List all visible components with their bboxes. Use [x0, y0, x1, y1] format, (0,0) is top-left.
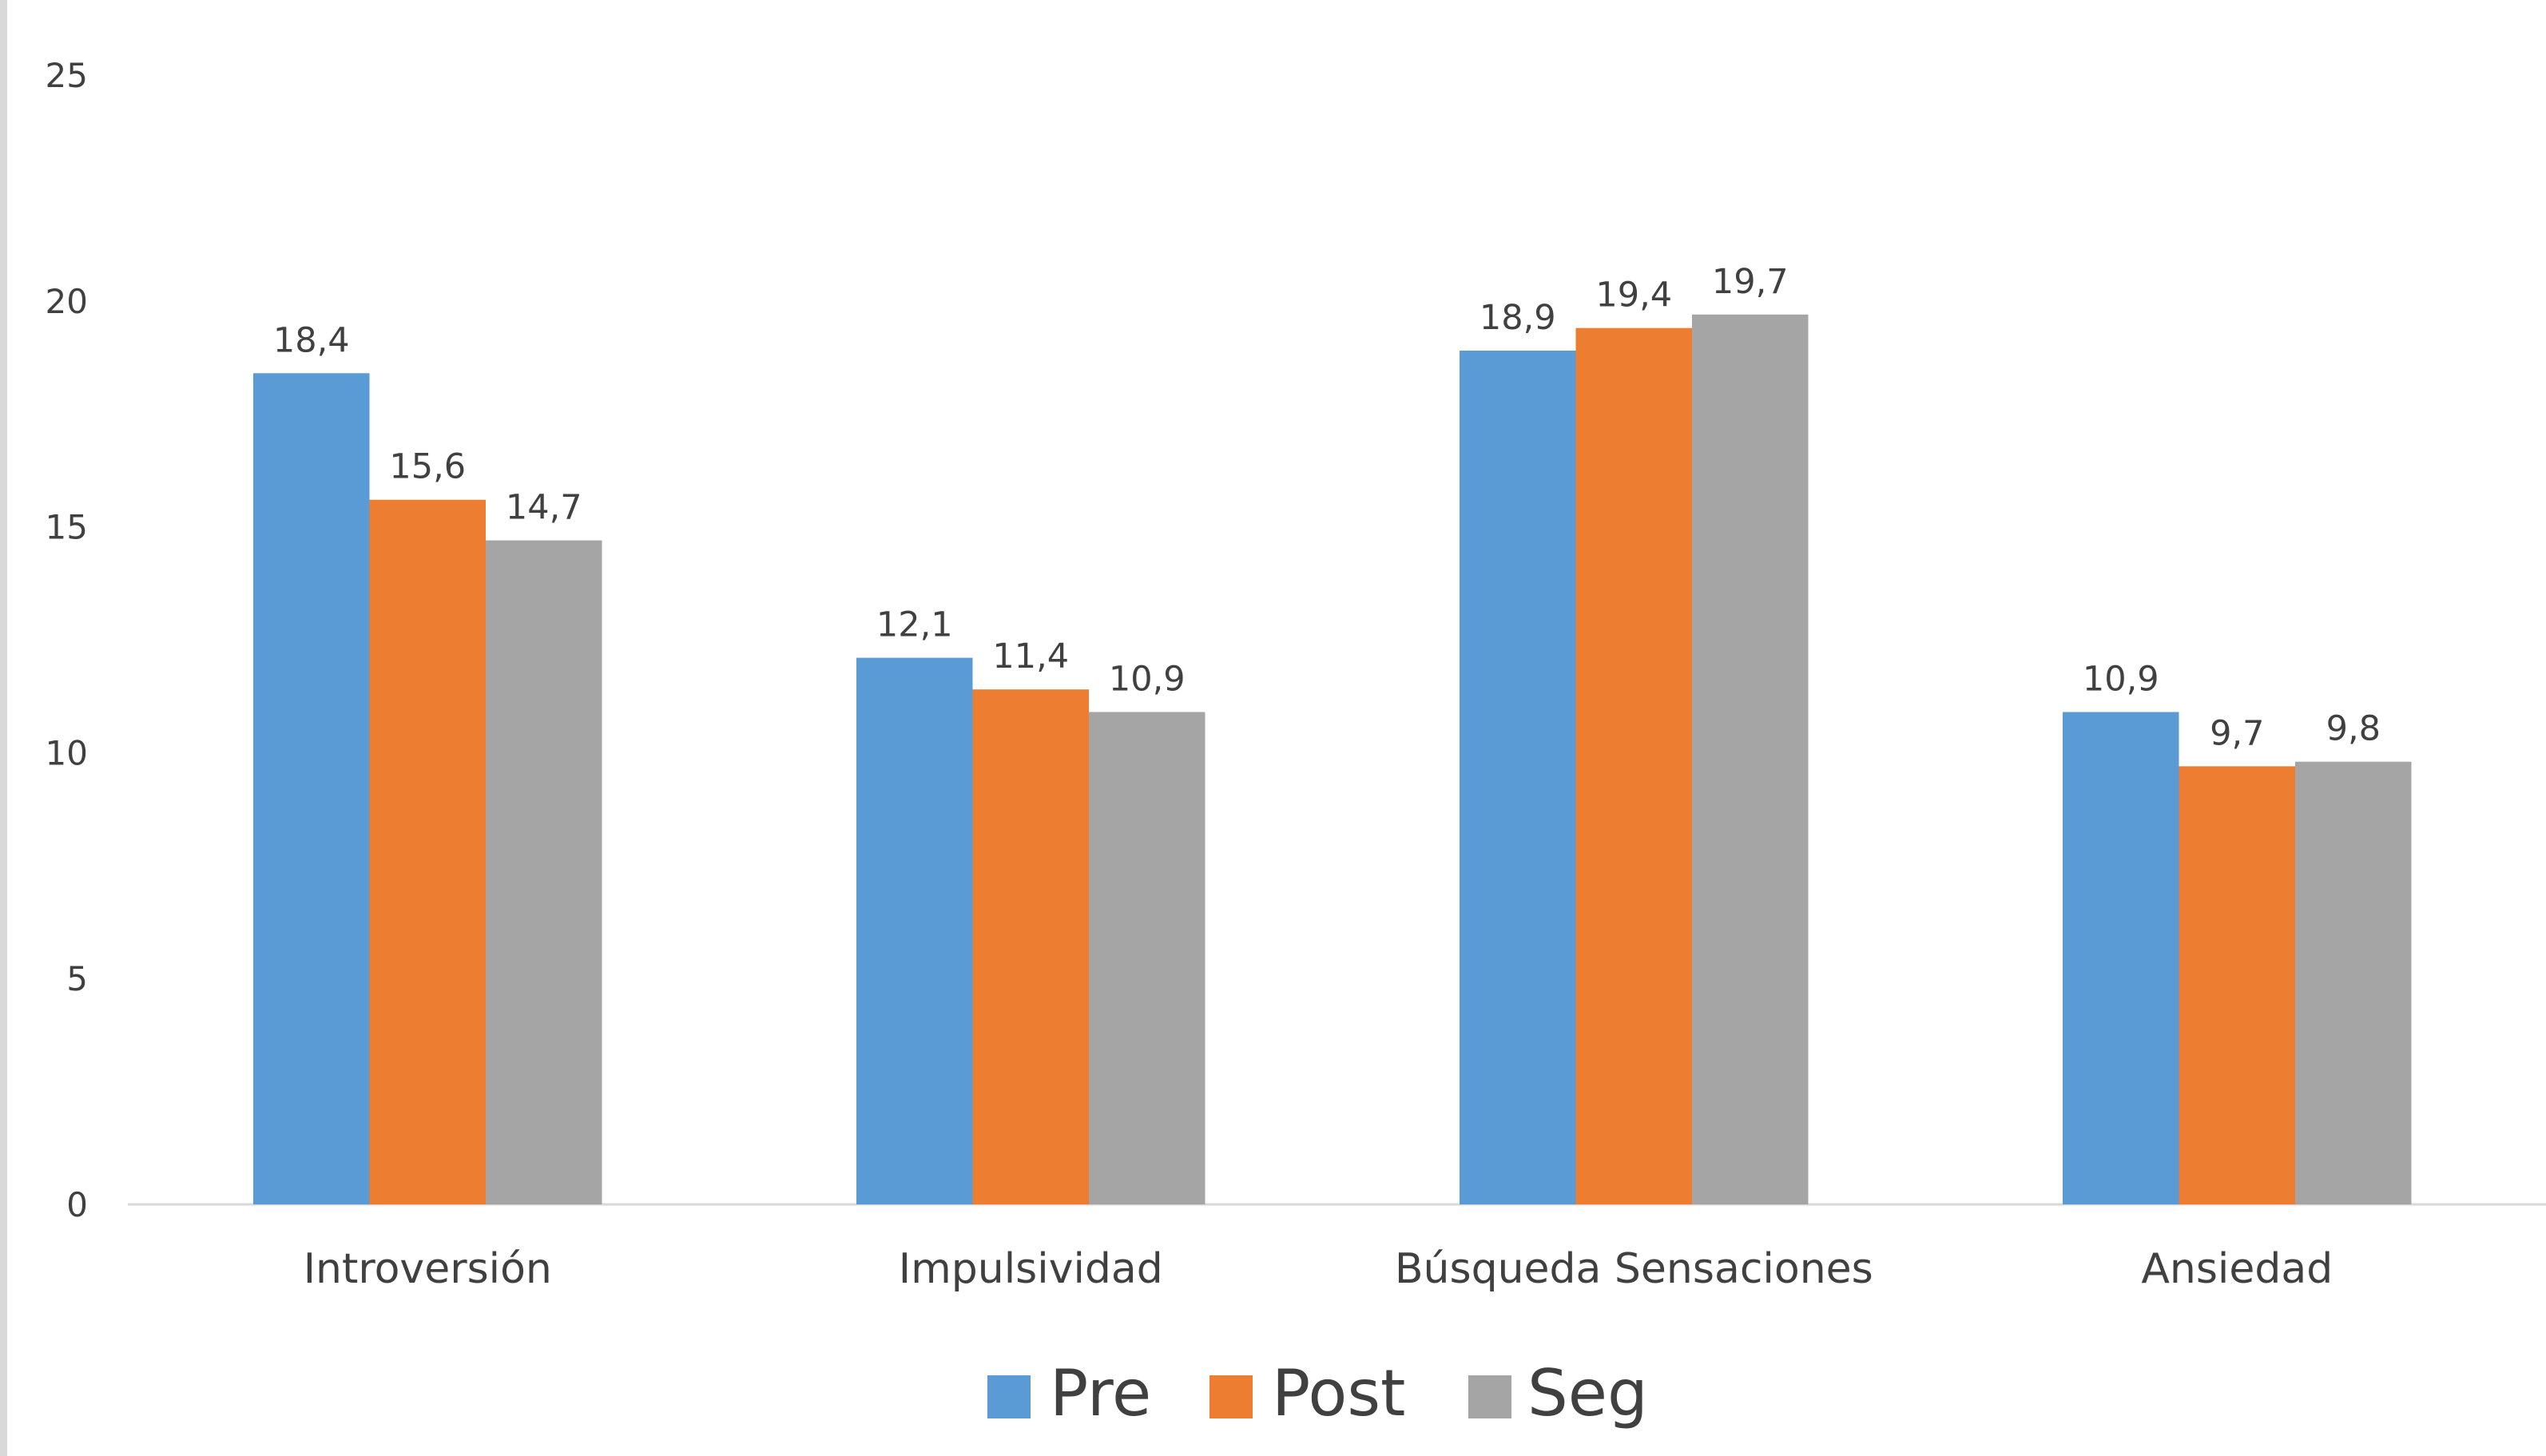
bar-post-busqueda-sensaciones [1575, 327, 1692, 1205]
legend-label-post: Post [1272, 1356, 1405, 1430]
bar-seg-ansiedad [2295, 761, 2412, 1204]
bar-pre-ansiedad [2063, 712, 2179, 1204]
data-label-pre-busqueda-sensaciones: 18,9 [1480, 298, 1556, 338]
bar-post-introversion [369, 499, 486, 1204]
bar-pre-introversion [253, 373, 370, 1204]
category-label-introversion: Introversión [304, 1245, 552, 1293]
bar-seg-introversion [486, 540, 602, 1204]
data-label-seg-busqueda-sensaciones: 19,7 [1712, 262, 1789, 302]
legend-swatch-seg [1468, 1375, 1511, 1418]
y-tick-label: 10 [46, 733, 88, 772]
data-label-post-busqueda-sensaciones: 19,4 [1595, 276, 1672, 315]
legend-swatch-pre [987, 1375, 1031, 1418]
bar-post-ansiedad [2179, 766, 2295, 1204]
legend-swatch-post [1209, 1375, 1253, 1418]
bar-pre-impulsividad [856, 657, 973, 1204]
y-tick-label: 15 [46, 508, 88, 547]
data-label-post-ansiedad: 9,7 [2210, 713, 2264, 753]
legend-label-pre: Pre [1050, 1356, 1151, 1430]
bar-seg-busqueda-sensaciones [1692, 314, 1809, 1204]
data-label-seg-impulsividad: 10,9 [1109, 660, 1186, 700]
data-label-post-impulsividad: 11,4 [992, 637, 1069, 676]
legend-label-seg: Seg [1527, 1356, 1648, 1430]
data-label-post-introversion: 15,6 [389, 447, 466, 487]
legend: Pre Post Seg [987, 1356, 1648, 1430]
data-label-seg-introversion: 14,7 [506, 488, 582, 528]
bars-group [253, 314, 2412, 1205]
category-label-ansiedad: Ansiedad [2141, 1245, 2333, 1293]
bar-seg-impulsividad [1089, 712, 1205, 1204]
category-label-impulsividad: Impulsividad [899, 1245, 1163, 1293]
chart-frame-edge [0, 0, 7, 1456]
data-label-pre-introversion: 18,4 [273, 320, 350, 360]
y-tick-label: 5 [66, 959, 88, 998]
y-tick-label: 20 [46, 282, 88, 321]
bar-post-impulsividad [972, 689, 1089, 1204]
category-label-busqueda-sensaciones: Búsqueda Sensaciones [1395, 1245, 1873, 1293]
x-axis: Introversión Impulsividad Búsqueda Sensaci… [304, 1245, 2334, 1293]
data-label-pre-impulsividad: 12,1 [876, 605, 953, 645]
y-tick-label: 25 [46, 56, 88, 95]
data-label-seg-ansiedad: 9,8 [2326, 709, 2381, 749]
data-labels-group: 18,4 15,6 14,7 12,1 11,4 10,9 18,9 19,4 19,7 10,9… [273, 262, 2381, 754]
data-label-pre-ansiedad: 10,9 [2083, 660, 2159, 700]
y-tick-label: 0 [66, 1185, 88, 1224]
bar-pre-busqueda-sensaciones [1460, 351, 1576, 1204]
